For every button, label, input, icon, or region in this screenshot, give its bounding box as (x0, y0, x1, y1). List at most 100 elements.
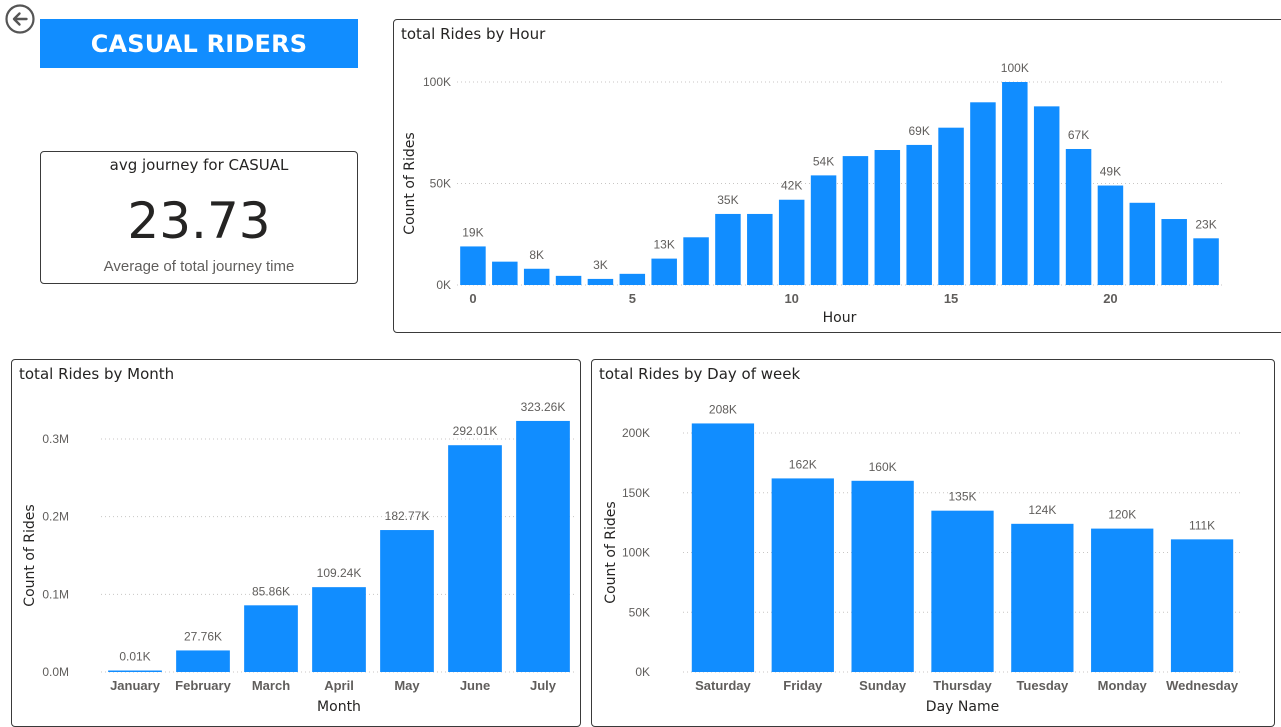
x-tick-label: May (394, 678, 420, 693)
data-label: 160K (869, 460, 897, 474)
chart-title: total Rides by Day of week (599, 365, 801, 383)
data-label: 69K (909, 124, 930, 138)
rides-by-month-plot: 0.0M 0.1M 0.2M 0.3M 0.01K January 27.76K Februa… (22, 400, 577, 715)
y-tick-label: 50K (430, 177, 451, 191)
y-tick-label: 0.1M (42, 587, 69, 601)
data-label: 27.76K (184, 629, 222, 643)
data-label: 124K (1028, 503, 1056, 517)
bar (380, 530, 434, 672)
bar (771, 478, 834, 672)
data-label: 8K (529, 248, 544, 262)
x-tick-label: Saturday (695, 678, 751, 693)
data-label: 120K (1108, 508, 1136, 522)
y-axis-title: Count of Rides (603, 501, 619, 603)
data-label: 35K (717, 193, 738, 207)
x-tick-label: Sunday (859, 678, 907, 693)
y-tick-label: 0.3M (42, 432, 69, 446)
data-label: 162K (789, 457, 817, 471)
data-label: 182.77K (385, 509, 430, 523)
bar (587, 278, 614, 285)
kpi-subtitle: Average of total journey time (103, 258, 295, 275)
x-axis-title: Month (317, 699, 361, 715)
data-label: 42K (781, 179, 802, 193)
bar (555, 275, 582, 285)
x-tick-label: July (530, 678, 557, 693)
rides-by-hour-chart[interactable]: total Rides by Hour 0K 50K 100K 19K 8K 3K 13K 3… (393, 19, 1281, 333)
bar (492, 261, 518, 285)
rides-by-month-chart[interactable]: total Rides by Month 0.0M 0.1M 0.2M 0.3M 0.0… (11, 359, 581, 727)
bar (176, 650, 230, 672)
y-tick-label: 200K (622, 426, 650, 440)
bar (778, 199, 805, 285)
data-label: 54K (813, 154, 834, 168)
data-label: 208K (709, 402, 737, 416)
y-tick-label: 0K (635, 665, 650, 679)
data-label: 85.86K (252, 584, 290, 598)
data-label: 13K (654, 238, 675, 252)
rides-by-day-plot: 0K 50K 100K 150K 200K 208K Saturday 162K Friday 1… (603, 402, 1242, 715)
back-button[interactable] (4, 3, 36, 35)
y-tick-label: 50K (629, 605, 650, 619)
y-tick-label: 0K (436, 278, 451, 292)
bar (619, 273, 646, 285)
x-tick-label: February (175, 678, 231, 693)
data-label: 3K (593, 258, 608, 272)
x-tick-label: 15 (944, 291, 958, 306)
x-tick-label: 20 (1103, 291, 1117, 306)
bar (108, 670, 162, 672)
bar (1002, 82, 1028, 285)
bar (970, 102, 996, 285)
bar (691, 423, 755, 672)
data-label: 100K (1001, 61, 1029, 75)
bar (874, 150, 901, 285)
bar (1091, 528, 1154, 672)
bar (523, 268, 550, 285)
bar (747, 213, 773, 285)
x-tick-label: April (324, 678, 354, 693)
x-tick-label: March (252, 678, 290, 693)
bar (683, 237, 709, 285)
data-label: 23K (1195, 217, 1216, 231)
bar (516, 420, 570, 672)
y-tick-label: 0.0M (42, 665, 69, 679)
bar (1011, 523, 1074, 672)
y-tick-label: 150K (622, 486, 650, 500)
x-tick-label: Monday (1098, 678, 1148, 693)
page-title: CASUAL RIDERS (40, 19, 358, 68)
bar (938, 127, 964, 285)
data-label: 111K (1189, 518, 1215, 532)
y-axis-title: Count of Rides (22, 504, 38, 606)
rides-by-hour-plot: 0K 50K 100K 19K 8K 3K 13K 35K 42K 54K 69K 100K 67K 49… (402, 61, 1222, 326)
rides-by-day-chart[interactable]: total Rides by Day of week 0K 50K 100K 150K… (591, 359, 1275, 727)
kpi-title: avg journey for CASUAL (109, 156, 289, 174)
bar (810, 175, 837, 285)
chart-title: total Rides by Month (19, 365, 175, 383)
bar (931, 510, 994, 672)
bar (312, 587, 366, 672)
x-tick-label: Thursday (933, 678, 992, 693)
data-label: 0.01K (119, 650, 150, 664)
data-label: 109.24K (317, 566, 362, 580)
x-tick-label: Wednesday (1166, 678, 1239, 693)
x-axis-title: Hour (823, 310, 857, 326)
y-axis-title: Count of Rides (402, 132, 418, 234)
bar (1097, 185, 1124, 285)
bar (851, 480, 914, 672)
kpi-card: avg journey for CASUAL 23.73 Average of … (40, 151, 358, 284)
bar (1033, 106, 1060, 285)
data-label: 19K (462, 225, 483, 239)
x-tick-label: 10 (784, 291, 798, 306)
x-tick-label: Tuesday (1016, 678, 1069, 693)
bar (842, 156, 869, 285)
bar (906, 144, 932, 285)
data-label: 323.26K (521, 400, 566, 414)
x-axis-title: Day Name (926, 699, 999, 715)
bar (1161, 219, 1187, 285)
data-label: 49K (1100, 165, 1121, 179)
y-tick-label: 0.2M (42, 510, 69, 524)
x-tick-label: 5 (629, 291, 636, 306)
x-tick-label: 0 (469, 291, 476, 306)
bar (448, 445, 502, 672)
bar (1193, 238, 1219, 285)
bar (460, 246, 486, 285)
